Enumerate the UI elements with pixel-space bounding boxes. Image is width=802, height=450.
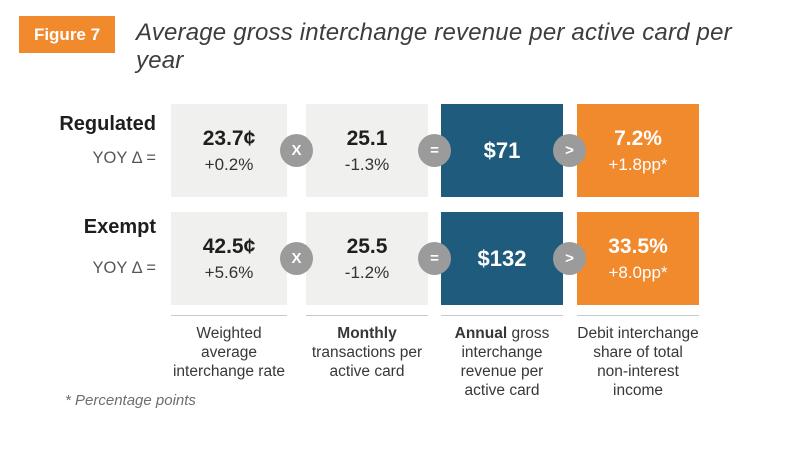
cell-delta: -1.3% bbox=[344, 155, 390, 174]
caption-interchange-rate: Weighted average interchange rate bbox=[171, 315, 287, 381]
caption-monthly-transactions: Monthly transactions per active card bbox=[306, 315, 428, 381]
cell-value: 23.7¢ bbox=[202, 127, 256, 150]
equals-operator-icon: = bbox=[418, 242, 451, 275]
cell-delta: -1.2% bbox=[344, 263, 390, 282]
figure-badge: Figure 7 bbox=[19, 16, 115, 53]
caption-text: gross interchange revenue per active car… bbox=[460, 325, 550, 399]
equals-operator-icon: = bbox=[418, 134, 451, 167]
cell-value: 25.1 bbox=[346, 127, 388, 150]
cell-value: $132 bbox=[477, 246, 527, 271]
cell-delta: +0.2% bbox=[204, 155, 254, 174]
multiply-operator-icon: X bbox=[280, 242, 313, 275]
cell-regulated-interchange-rate: 23.7¢ +0.2% bbox=[171, 104, 287, 197]
cell-regulated-annual-revenue: $71 bbox=[441, 104, 563, 197]
cell-value: 42.5¢ bbox=[202, 235, 256, 258]
figure-title: Average gross interchange revenue per ac… bbox=[136, 19, 732, 74]
greater-than-operator-icon: > bbox=[553, 242, 586, 275]
cell-regulated-debit-share: 7.2% +1.8pp* bbox=[577, 104, 699, 197]
cell-exempt-monthly-transactions: 25.5 -1.2% bbox=[306, 212, 428, 305]
footnote-percentage-points: * Percentage points bbox=[65, 392, 196, 409]
caption-bold: Monthly bbox=[337, 325, 397, 342]
cell-value: 7.2% bbox=[614, 127, 662, 150]
cell-regulated-monthly-transactions: 25.1 -1.3% bbox=[306, 104, 428, 197]
cell-delta: +1.8pp* bbox=[608, 155, 668, 174]
caption-text: Debit interchange share of total non-int… bbox=[577, 325, 699, 399]
row-yoy-label-regulated: YOY Δ = bbox=[92, 149, 156, 167]
cell-value: 33.5% bbox=[608, 235, 668, 258]
cell-exempt-annual-revenue: $132 bbox=[441, 212, 563, 305]
cell-exempt-interchange-rate: 42.5¢ +5.6% bbox=[171, 212, 287, 305]
row-name: Exempt bbox=[83, 216, 156, 238]
cell-value: 25.5 bbox=[346, 235, 388, 258]
row-label-exempt: Exempt bbox=[20, 216, 156, 238]
multiply-operator-icon: X bbox=[280, 134, 313, 167]
figure-badge-label: Figure 7 bbox=[33, 24, 101, 44]
row-name: Regulated bbox=[59, 113, 156, 135]
caption-bold: Annual bbox=[454, 325, 508, 342]
row-yoy-label-exempt: YOY Δ = bbox=[92, 259, 156, 277]
caption-text: Weighted average interchange rate bbox=[172, 325, 286, 380]
caption-text: transactions per active card bbox=[311, 344, 423, 380]
cell-value: $71 bbox=[483, 138, 521, 163]
cell-delta: +8.0pp* bbox=[608, 263, 668, 282]
caption-annual-revenue: Annual gross interchange revenue per act… bbox=[441, 315, 563, 400]
caption-debit-share: Debit interchange share of total non-int… bbox=[577, 315, 699, 400]
greater-than-operator-icon: > bbox=[553, 134, 586, 167]
row-label-regulated: Regulated bbox=[20, 113, 156, 135]
cell-delta: +5.6% bbox=[204, 263, 254, 282]
cell-exempt-debit-share: 33.5% +8.0pp* bbox=[577, 212, 699, 305]
